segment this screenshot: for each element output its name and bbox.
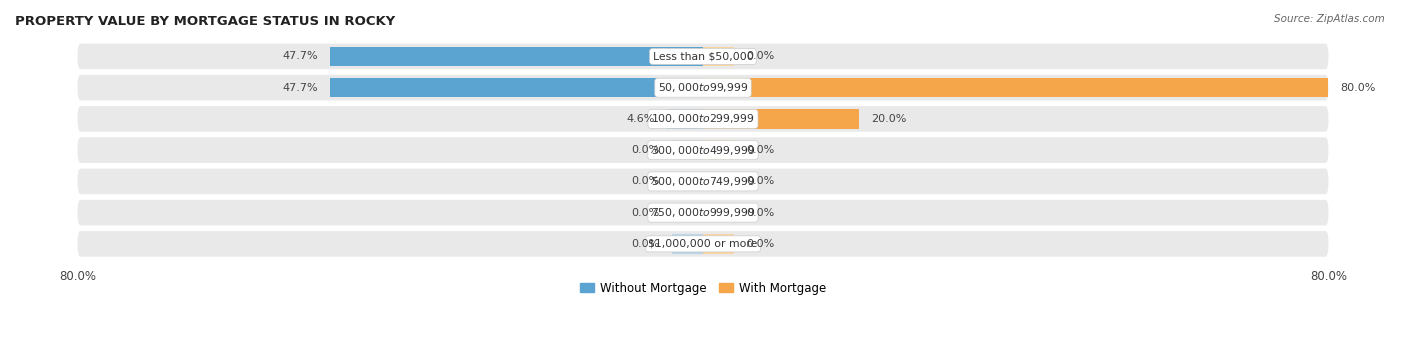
Bar xyxy=(330,78,703,97)
Text: Less than $50,000: Less than $50,000 xyxy=(652,51,754,61)
Bar xyxy=(672,172,703,191)
Bar xyxy=(672,140,703,160)
Bar xyxy=(703,47,734,66)
FancyBboxPatch shape xyxy=(77,168,1329,194)
Text: $500,000 to $749,999: $500,000 to $749,999 xyxy=(651,175,755,188)
FancyBboxPatch shape xyxy=(77,137,1329,163)
Text: $300,000 to $499,999: $300,000 to $499,999 xyxy=(651,144,755,157)
Bar xyxy=(703,78,1329,97)
Text: 0.0%: 0.0% xyxy=(747,239,775,249)
Text: $750,000 to $999,999: $750,000 to $999,999 xyxy=(651,206,755,219)
Bar xyxy=(666,109,703,129)
Text: 0.0%: 0.0% xyxy=(747,176,775,187)
Text: 0.0%: 0.0% xyxy=(631,176,659,187)
Text: 0.0%: 0.0% xyxy=(631,239,659,249)
Text: 0.0%: 0.0% xyxy=(747,51,775,61)
Text: 0.0%: 0.0% xyxy=(747,208,775,218)
Bar xyxy=(703,109,859,129)
Bar xyxy=(672,203,703,222)
Legend: Without Mortgage, With Mortgage: Without Mortgage, With Mortgage xyxy=(575,277,831,299)
Bar xyxy=(330,47,703,66)
Text: 47.7%: 47.7% xyxy=(283,83,318,93)
Text: $1,000,000 or more: $1,000,000 or more xyxy=(648,239,758,249)
Text: 4.6%: 4.6% xyxy=(627,114,655,124)
Text: 0.0%: 0.0% xyxy=(747,145,775,155)
Text: 0.0%: 0.0% xyxy=(631,145,659,155)
Text: 20.0%: 20.0% xyxy=(872,114,907,124)
FancyBboxPatch shape xyxy=(77,200,1329,225)
Text: 80.0%: 80.0% xyxy=(1340,83,1375,93)
FancyBboxPatch shape xyxy=(77,75,1329,101)
Text: $50,000 to $99,999: $50,000 to $99,999 xyxy=(658,81,748,94)
Text: $100,000 to $299,999: $100,000 to $299,999 xyxy=(651,113,755,125)
Bar xyxy=(672,234,703,254)
FancyBboxPatch shape xyxy=(77,231,1329,257)
Bar xyxy=(703,203,734,222)
Text: 47.7%: 47.7% xyxy=(283,51,318,61)
FancyBboxPatch shape xyxy=(77,44,1329,69)
Text: 0.0%: 0.0% xyxy=(631,208,659,218)
Bar xyxy=(703,140,734,160)
Bar xyxy=(703,234,734,254)
FancyBboxPatch shape xyxy=(77,106,1329,132)
Text: PROPERTY VALUE BY MORTGAGE STATUS IN ROCKY: PROPERTY VALUE BY MORTGAGE STATUS IN ROC… xyxy=(15,15,395,28)
Text: Source: ZipAtlas.com: Source: ZipAtlas.com xyxy=(1274,14,1385,24)
Bar xyxy=(703,172,734,191)
